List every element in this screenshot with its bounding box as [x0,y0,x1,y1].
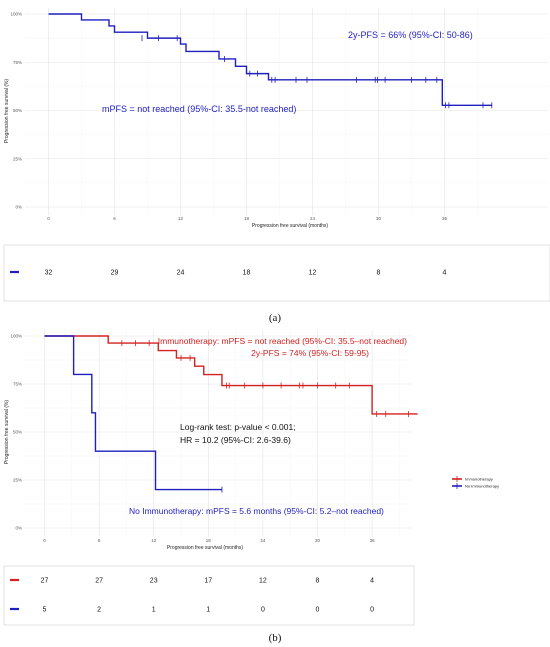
x-tick-label: 30 [315,538,321,543]
legend-label-no-immunotherapy: No Immunotherapy [465,484,499,489]
panel-b-immunotherapy-mpfs-annotation: Immunotherapy: mPFS = not reached (95%-C… [158,336,407,346]
risk-count: 18 [243,270,251,277]
panel-a-2y-pfs-annotation: 2y-PFS = 66% (95%-CI: 50-86) [348,30,473,40]
panel-a-km-plot: 0% 25% 50% 75% 100% 0 6 12 18 24 30 36 Progression… [4,8,550,229]
risk-count: 27 [95,578,103,585]
panel-b-risk-table-frame [3,565,415,626]
panel-a-grid [25,8,548,215]
risk-count: 1 [152,607,156,614]
panel-b-risk-table-rows: 27 27 23 17 12 8 4 5 2 1 1 0 0 0 [10,578,374,614]
y-tick-label: 50% [13,430,22,435]
panel-b-grid [25,330,412,537]
panel-b-label: (b) [269,632,282,644]
panel-a-plot-background [25,8,550,215]
panel-b-x-axis-title: Progression free survival (months) [167,545,243,551]
panel-a-risk-table-frame [3,244,550,302]
risk-count: 5 [43,607,47,614]
panel-b-2y-pfs-annotation: 2y-PFS = 74% (95%-CI: 59-95) [251,348,369,358]
risk-count: 8 [316,578,320,585]
panel-b-legend: Immunotherapy No Immunotherapy [452,476,499,489]
x-tick-label: 24 [260,538,266,543]
risk-count: 17 [204,578,212,585]
risk-count: 0 [316,607,320,614]
x-tick-label: 0 [47,216,50,221]
risk-count: 12 [259,578,267,585]
panel-b-logrank-annotation: Log-rank test: p-value < 0.001; [180,422,296,432]
legend-item-no-immunotherapy: No Immunotherapy [452,483,499,489]
legend-item-immunotherapy: Immunotherapy [452,476,493,482]
x-tick-label: 24 [310,216,316,221]
x-tick-label: 12 [178,216,184,221]
y-tick-label: 25% [13,156,22,161]
km-curve-series-0 [44,335,418,415]
x-tick-label: 30 [376,216,382,221]
y-tick-label: 0% [15,205,22,210]
risk-count: 1 [206,607,210,614]
panel-b-x-ticks: 0 6 12 18 24 30 36 [43,538,375,543]
panel-a-x-ticks: 0 6 12 18 24 30 36 [47,216,447,221]
x-tick-label: 36 [442,216,448,221]
legend-label-immunotherapy: Immunotherapy [465,477,493,482]
x-tick-label: 0 [43,538,46,543]
y-tick-label: 100% [10,334,22,339]
panel-b-y-ticks: 0% 25% 50% 75% 100% [10,334,22,531]
risk-count: 27 [41,578,49,585]
x-tick-label: 6 [98,538,101,543]
risk-count: 4 [443,270,447,277]
risk-count: 0 [370,607,374,614]
km-curve-series-0 [48,13,492,106]
risk-count: 29 [111,270,119,277]
risk-count: 12 [309,270,317,277]
risk-count: 2 [97,607,101,614]
risk-count: 23 [150,578,158,585]
km-curve-series-1 [44,335,222,491]
panel-b-hr-annotation: HR = 10.2 (95%-CI: 2.6-39.6) [180,435,291,445]
panel-a-risk-table-rows: 32 29 24 18 12 8 4 [10,270,447,277]
y-tick-label: 25% [13,478,22,483]
panel-a-x-axis-title: Progression free survival (months) [252,223,328,229]
y-tick-label: 0% [15,526,22,531]
x-tick-label: 6 [113,216,116,221]
risk-count: 4 [370,578,374,585]
panel-a-y-axis-title: Progression free survival (%) [4,79,10,144]
panel-b-no-immunotherapy-mpfs-annotation: No Immunotherapy: mPFS = 5.6 months (95%… [129,506,384,516]
risk-count: 0 [261,607,265,614]
risk-count: 24 [177,270,185,277]
y-tick-label: 75% [13,60,22,65]
x-tick-label: 36 [370,538,376,543]
panel-a-mpfs-annotation: mPFS = not reached (95%-CI: 35.5-not rea… [102,104,296,114]
panel-b-y-axis-title: Progression free survival (%) [4,400,10,465]
x-tick-label: 18 [244,216,250,221]
panel-b-risk-table: 27 27 23 17 12 8 4 5 2 1 1 0 0 0 [3,565,415,626]
y-tick-label: 50% [13,108,22,113]
panel-b-curves [44,335,418,493]
risk-count: 32 [45,270,53,277]
panel-b-km-plot: 0% 25% 50% 75% 100% 0 6 12 18 24 30 36 Progression… [4,330,418,551]
panel-a-y-ticks: 0% 25% 50% 75% 100% [10,12,22,210]
y-tick-label: 75% [13,382,22,387]
panel-a-label: (a) [269,312,282,324]
x-tick-label: 18 [206,538,212,543]
y-tick-label: 100% [10,12,22,17]
panel-a-curves [48,13,493,109]
x-tick-label: 12 [151,538,157,543]
panel-b-plot-background [25,330,415,537]
panel-a-risk-table: 32 29 24 18 12 8 4 [3,244,550,302]
risk-count: 8 [377,270,381,277]
